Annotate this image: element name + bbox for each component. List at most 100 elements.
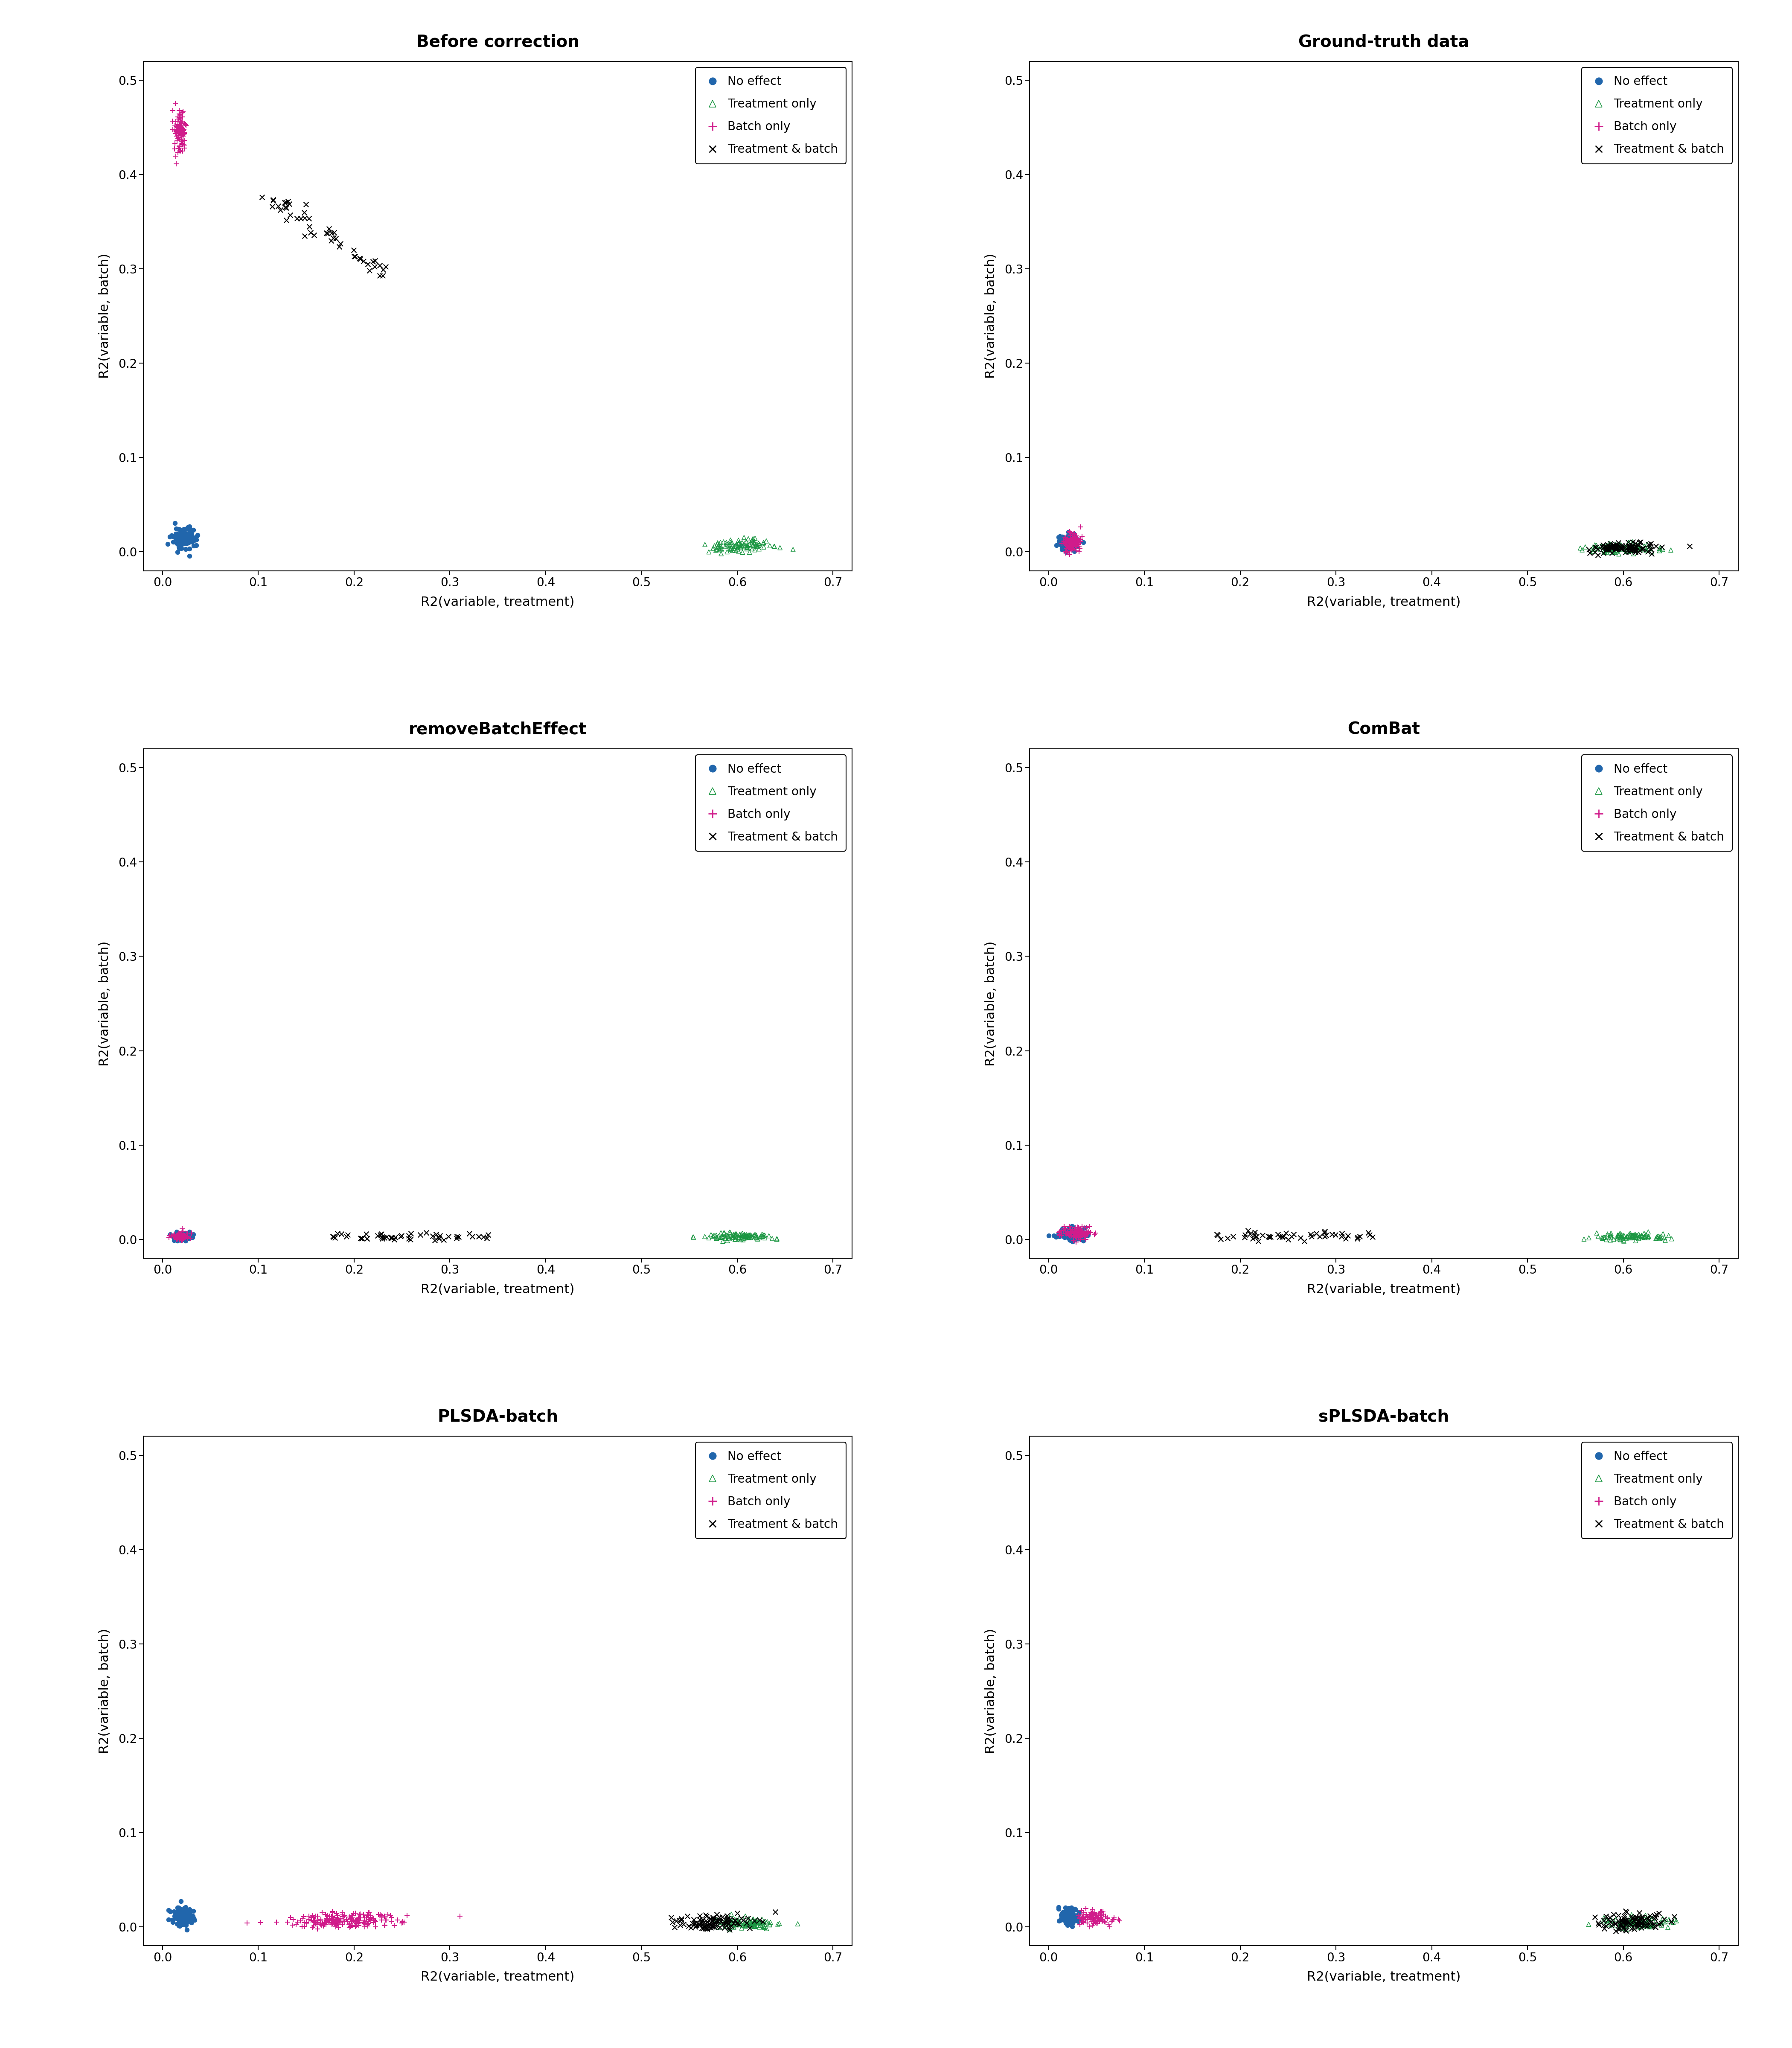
Point <box>314 1905 342 1937</box>
Point <box>685 1898 713 1931</box>
Point <box>167 1219 195 1251</box>
Point <box>1634 1909 1663 1942</box>
Point <box>163 520 192 553</box>
Point <box>1068 1905 1097 1937</box>
Point <box>713 535 742 567</box>
Point <box>1066 524 1095 557</box>
Point <box>1061 1905 1090 1937</box>
Point <box>1063 1219 1091 1251</box>
Point <box>1611 1223 1640 1255</box>
Point <box>174 1901 202 1933</box>
Point <box>1269 1221 1297 1253</box>
Point <box>317 1903 346 1935</box>
Point <box>1064 530 1093 563</box>
Point <box>1064 526 1093 559</box>
Point <box>168 1221 197 1253</box>
Point <box>1061 1219 1090 1251</box>
Point <box>174 1898 202 1931</box>
Point <box>738 528 767 561</box>
Point <box>1057 1894 1086 1927</box>
Point <box>165 1898 194 1931</box>
Point <box>1054 1909 1082 1942</box>
Point <box>733 1219 762 1251</box>
Point <box>321 1911 349 1944</box>
Point <box>163 1221 192 1253</box>
Point <box>1054 1907 1082 1939</box>
Point <box>167 117 195 150</box>
Point <box>1055 1892 1084 1925</box>
Point <box>1613 1221 1641 1253</box>
Point <box>1305 1221 1333 1253</box>
Point <box>172 1905 201 1937</box>
Point <box>258 182 287 215</box>
Point <box>701 535 729 567</box>
Point <box>168 115 197 147</box>
Point <box>702 1223 731 1255</box>
Point <box>711 1907 740 1939</box>
Point <box>1084 1901 1113 1933</box>
Point <box>172 520 201 553</box>
Point <box>763 1909 792 1942</box>
Point <box>1050 530 1079 563</box>
Point <box>168 1219 197 1251</box>
Point <box>421 1219 450 1251</box>
Point <box>765 530 794 563</box>
Point <box>1068 1217 1097 1249</box>
Point <box>1638 537 1667 569</box>
Point <box>1061 1227 1090 1260</box>
Point <box>154 1894 183 1927</box>
Point <box>1047 1219 1075 1251</box>
Point <box>159 1901 188 1933</box>
Point <box>1057 1907 1086 1939</box>
X-axis label: R2(variable, treatment): R2(variable, treatment) <box>1306 1284 1460 1296</box>
Point <box>314 217 342 250</box>
Point <box>346 1905 375 1937</box>
Point <box>174 1898 202 1931</box>
Point <box>308 1907 337 1939</box>
Point <box>1048 1905 1077 1937</box>
Point <box>167 104 195 137</box>
Point <box>1050 524 1079 557</box>
Point <box>679 1909 708 1942</box>
Point <box>319 1221 348 1253</box>
Point <box>1586 532 1615 565</box>
Point <box>1057 1214 1086 1247</box>
Point <box>387 1907 416 1939</box>
Point <box>1063 1217 1091 1249</box>
Point <box>699 1911 728 1944</box>
Point <box>1240 1219 1269 1251</box>
Point <box>1638 1903 1667 1935</box>
Point <box>1633 532 1661 565</box>
Point <box>1629 1905 1658 1937</box>
Point <box>358 1903 387 1935</box>
Point <box>1052 1905 1081 1937</box>
Point <box>1055 526 1084 559</box>
Point <box>163 1223 192 1255</box>
Point <box>387 1219 416 1251</box>
Point <box>704 530 733 563</box>
Point <box>1622 530 1650 563</box>
Point <box>1633 1903 1661 1935</box>
Point <box>1654 1911 1683 1944</box>
Point <box>168 1896 197 1929</box>
Point <box>165 1219 194 1251</box>
Point <box>170 520 199 553</box>
Point <box>1059 522 1088 555</box>
Point <box>1615 532 1643 565</box>
Point <box>1070 1225 1098 1257</box>
Point <box>349 1903 378 1935</box>
Point <box>1047 1905 1075 1937</box>
Point <box>708 1909 737 1942</box>
Point <box>1622 1901 1650 1933</box>
Point <box>753 1913 781 1946</box>
Point <box>1052 528 1081 561</box>
Point <box>702 1909 731 1942</box>
Point <box>335 1903 364 1935</box>
Point <box>1620 1905 1649 1937</box>
Point <box>733 1221 762 1253</box>
Point <box>1618 532 1647 565</box>
Point <box>159 520 188 553</box>
Point <box>1636 1909 1665 1942</box>
Point <box>1606 1907 1634 1939</box>
Point <box>1066 522 1095 555</box>
